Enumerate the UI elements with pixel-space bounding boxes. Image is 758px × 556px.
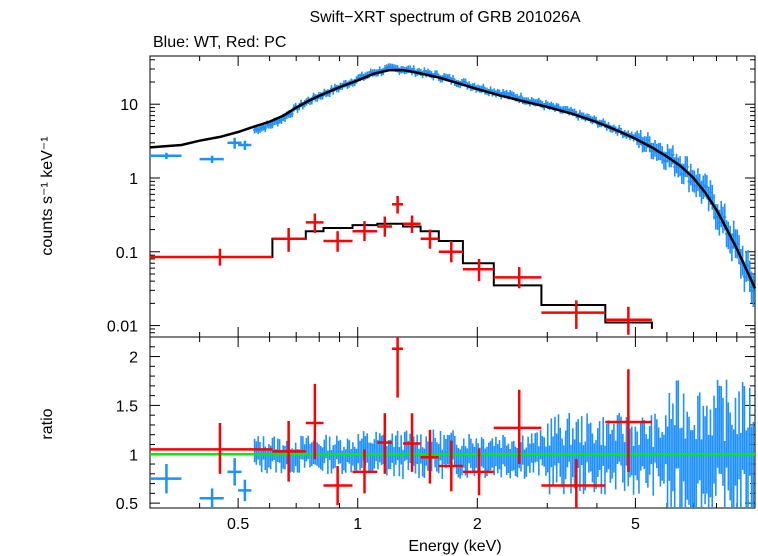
wt-spectrum-data bbox=[253, 63, 755, 307]
x-axis-label: Energy (keV) bbox=[408, 538, 501, 555]
spectrum-ytick-label: 0.01 bbox=[107, 319, 138, 336]
wt-ratio-data bbox=[253, 379, 755, 508]
spectrum-ytick-label: 0.1 bbox=[116, 245, 138, 262]
ratio-frame bbox=[149, 336, 756, 509]
spectrum-ytick-label: 10 bbox=[120, 97, 138, 114]
ratio-y-axis-label: ratio bbox=[39, 408, 56, 439]
ratio-xtick-label: 5 bbox=[631, 516, 640, 533]
ratio-xtick-label: 0.5 bbox=[227, 516, 249, 533]
ratio-xtick-label: 1 bbox=[353, 516, 362, 533]
ratio-ytick-label: 2 bbox=[129, 350, 138, 367]
spectrum-frame bbox=[149, 55, 756, 338]
chart-subtitle: Blue: WT, Red: PC bbox=[153, 34, 286, 51]
ratio-panel: 0.5 1 1.5 2 0.5 1 2 5 bbox=[116, 336, 756, 533]
wt-model-curve bbox=[149, 68, 757, 289]
chart-title: Swift−XRT spectrum of GRB 201026A bbox=[309, 9, 580, 26]
spectrum-y-axis-label: counts s⁻¹ keV⁻¹ bbox=[39, 136, 56, 255]
ratio-ytick-label: 1 bbox=[129, 447, 138, 464]
spectrum-ytick-label: 1 bbox=[129, 171, 138, 188]
ratio-xtick-label: 2 bbox=[473, 516, 482, 533]
ratio-ytick-label: 0.5 bbox=[116, 496, 138, 513]
ratio-ytick-label: 1.5 bbox=[116, 398, 138, 415]
spectrum-panel: 10 1 0.1 0.01 bbox=[107, 55, 757, 338]
